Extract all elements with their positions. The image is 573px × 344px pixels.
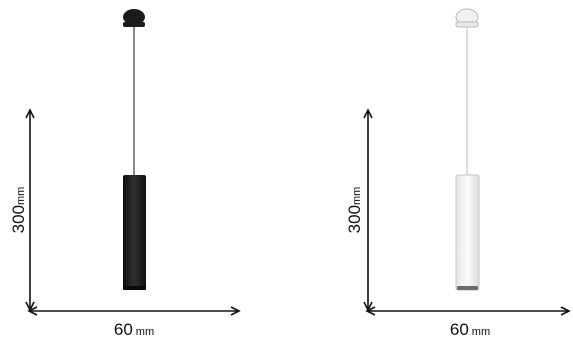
width-label-white-lamp: 60 mm — [450, 320, 490, 339]
width-value: 60 — [114, 320, 133, 339]
lamp-body — [456, 175, 479, 290]
black-pendant-lamp — [123, 9, 146, 290]
lamp-bottom-rim — [123, 286, 146, 290]
width-unit: mm — [472, 326, 490, 338]
height-value: 300 — [345, 205, 364, 233]
height-value: 300 — [9, 205, 28, 233]
height-label-white-lamp: 300mm — [345, 187, 364, 234]
width-value: 60 — [450, 320, 469, 339]
white-pendant-lamp — [456, 9, 479, 290]
canopy-base — [123, 22, 145, 27]
height-unit: mm — [15, 187, 27, 205]
svg-text:300mm: 300mm — [9, 187, 28, 234]
height-unit: mm — [351, 187, 363, 205]
svg-text:300mm: 300mm — [345, 187, 364, 234]
width-label-black-lamp: 60 mm — [114, 320, 154, 339]
height-label-black-lamp: 300mm — [9, 187, 28, 234]
width-unit: mm — [136, 326, 154, 338]
canopy-base — [456, 22, 478, 27]
lamp-body — [123, 175, 146, 290]
lamp-bottom-rim — [457, 286, 478, 290]
